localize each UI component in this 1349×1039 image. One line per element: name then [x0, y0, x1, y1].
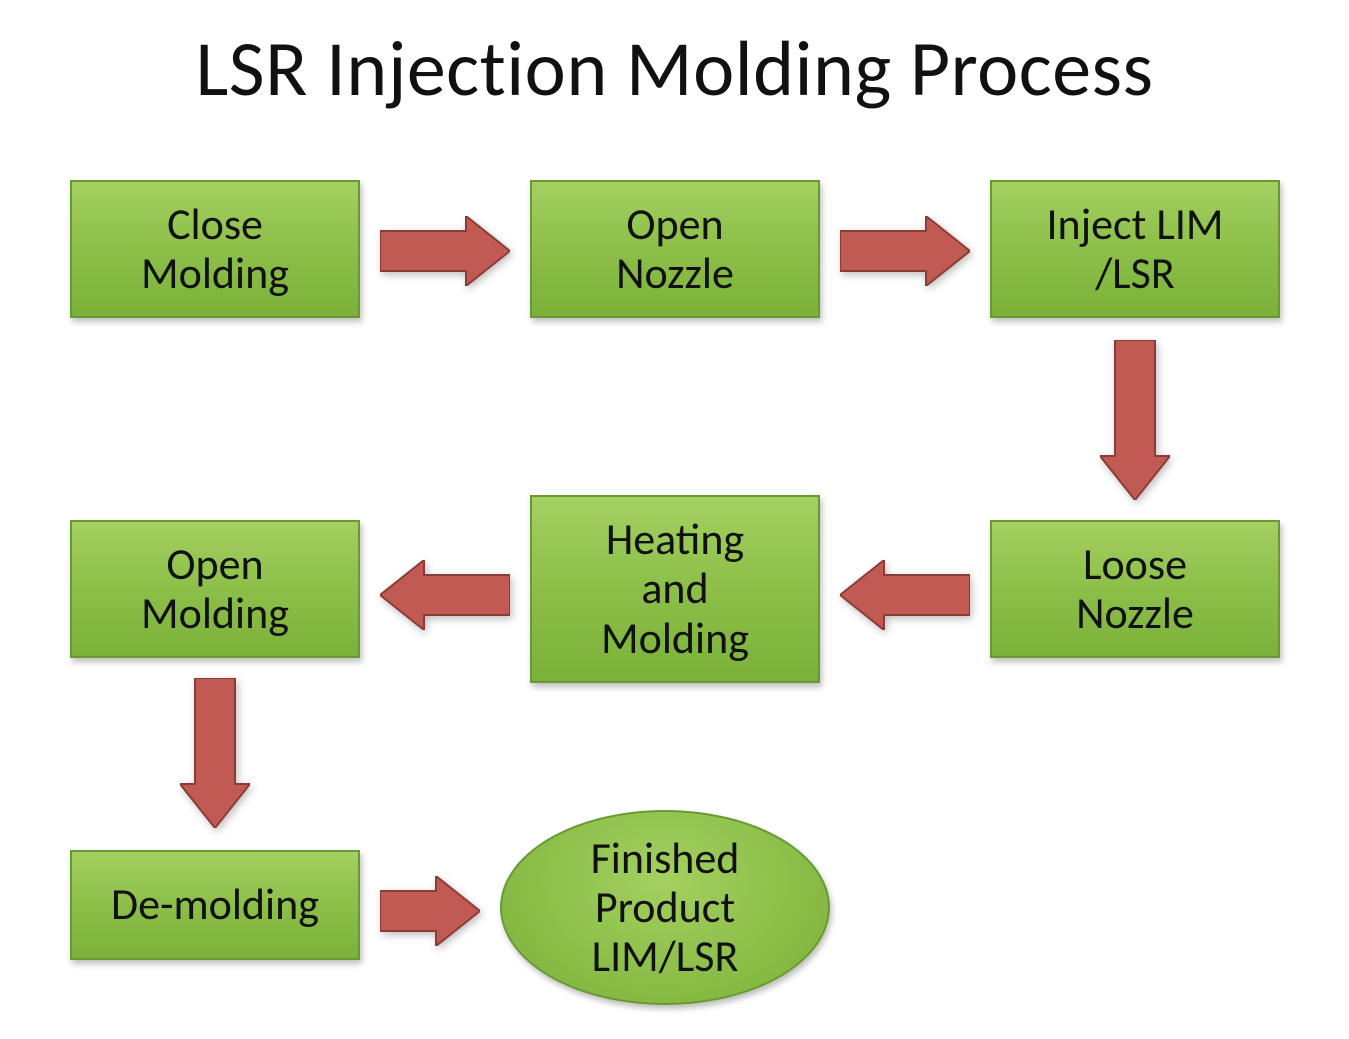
node-label: FinishedProductLIM/LSR [581, 834, 750, 982]
node-label: CloseMolding [131, 200, 299, 299]
node-label: LooseNozzle [1066, 540, 1204, 639]
node-label: Inject LIM/LSR [1036, 200, 1233, 299]
node-close-molding: CloseMolding [70, 180, 360, 318]
node-label: OpenMolding [131, 540, 299, 639]
node-label: OpenNozzle [606, 200, 744, 299]
arrow-down-icon [1100, 340, 1170, 500]
node-open-molding: OpenMolding [70, 520, 360, 658]
node-inject-lim-lsr: Inject LIM/LSR [990, 180, 1280, 318]
node-loose-nozzle: LooseNozzle [990, 520, 1280, 658]
arrow-down-icon [180, 678, 250, 828]
node-open-nozzle: OpenNozzle [530, 180, 820, 318]
node-de-molding: De-molding [70, 850, 360, 960]
page-title: LSR Injection Molding Process [0, 28, 1349, 110]
node-label: HeatingandMolding [591, 515, 759, 663]
arrow-left-icon [840, 560, 970, 630]
node-finished-product: FinishedProductLIM/LSR [500, 810, 830, 1005]
arrow-left-icon [380, 560, 510, 630]
diagram-stage: LSR Injection Molding Process CloseMoldi… [0, 0, 1349, 1039]
arrow-right-icon [840, 216, 970, 286]
node-heating-molding: HeatingandMolding [530, 495, 820, 683]
arrow-right-icon [380, 216, 510, 286]
arrow-right-icon [380, 876, 480, 946]
node-label: De-molding [101, 880, 329, 929]
